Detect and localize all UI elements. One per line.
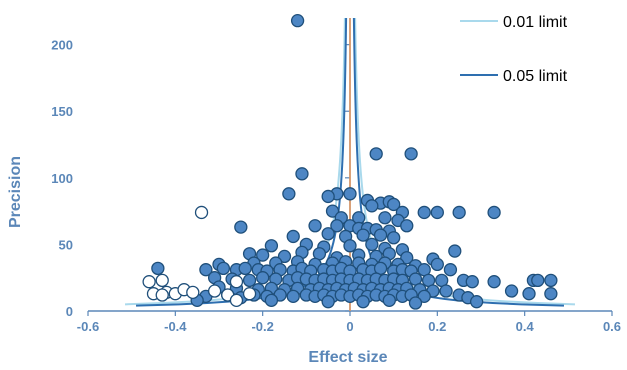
data-point xyxy=(400,251,414,265)
data-point-hollow xyxy=(242,287,257,301)
data-point xyxy=(290,14,305,28)
data-point xyxy=(504,284,519,298)
data-point xyxy=(151,261,165,276)
y-tick-label: 150 xyxy=(51,104,73,119)
data-point xyxy=(544,287,558,301)
y-tick-label: 0 xyxy=(66,304,73,319)
tick-labels: -0.6 -0.4 -0.2 0 0.2 0.4 0.6 0 50 100 150 200 xyxy=(51,38,621,334)
data-points xyxy=(142,14,558,310)
y-tick-label: 50 xyxy=(59,237,73,252)
data-point-hollow xyxy=(155,288,169,302)
data-point-hollow xyxy=(155,273,169,288)
data-point xyxy=(234,220,248,234)
data-point xyxy=(286,289,300,304)
data-point xyxy=(321,295,335,309)
data-point xyxy=(369,147,383,161)
data-point xyxy=(238,261,252,276)
y-axis-title: Precision xyxy=(7,156,24,228)
data-point xyxy=(400,219,414,233)
data-point xyxy=(356,295,370,309)
data-point-hollow xyxy=(142,275,156,289)
data-point xyxy=(443,263,458,277)
y-tick-label: 200 xyxy=(51,38,73,53)
data-point-hollow xyxy=(194,205,209,220)
data-point xyxy=(325,204,340,218)
data-point xyxy=(408,296,423,310)
data-point-hollow xyxy=(229,275,244,289)
data-point xyxy=(242,273,257,288)
data-point xyxy=(365,237,379,252)
data-point xyxy=(430,205,444,220)
x-tick-label: 0.4 xyxy=(516,319,535,334)
data-point xyxy=(295,167,309,181)
x-tick-label: 0 xyxy=(346,319,353,334)
data-point xyxy=(199,263,213,277)
data-point xyxy=(522,287,536,301)
legend-label-005: 0.05 limit xyxy=(503,68,568,85)
data-point xyxy=(417,205,431,220)
data-point xyxy=(308,219,322,233)
data-point-hollow xyxy=(207,284,222,298)
x-tick-label: -0.6 xyxy=(77,319,99,334)
data-point-hollow xyxy=(229,293,244,308)
x-tick-label: 0.2 xyxy=(428,319,446,334)
x-tick-label: -0.4 xyxy=(164,319,187,334)
data-point xyxy=(277,249,292,264)
data-point xyxy=(321,227,335,241)
data-point xyxy=(469,295,484,309)
data-point xyxy=(256,248,270,262)
legend: 0.01 limit 0.05 limit xyxy=(460,14,568,85)
data-point xyxy=(387,231,401,245)
data-point xyxy=(365,199,379,213)
data-point xyxy=(531,273,545,288)
data-point xyxy=(404,147,418,161)
data-point xyxy=(439,284,453,298)
data-point xyxy=(256,271,270,285)
data-point xyxy=(448,244,462,258)
x-tick-label: 0.6 xyxy=(603,319,621,334)
data-point xyxy=(378,211,392,225)
data-point xyxy=(430,257,444,272)
data-point xyxy=(373,228,388,242)
data-point xyxy=(465,275,479,289)
data-point xyxy=(343,187,357,201)
data-point xyxy=(264,239,279,253)
data-point xyxy=(330,219,344,233)
legend-label-001: 0.01 limit xyxy=(503,14,568,31)
data-point xyxy=(452,205,466,220)
data-point xyxy=(216,261,231,276)
data-point xyxy=(417,289,431,304)
data-point xyxy=(286,229,300,244)
y-tick-label: 100 xyxy=(51,171,73,186)
data-point xyxy=(382,293,396,308)
data-point xyxy=(487,205,501,220)
data-point xyxy=(487,275,501,289)
data-point xyxy=(387,197,401,212)
data-point xyxy=(343,239,357,253)
data-point xyxy=(544,273,558,288)
x-tick-label: -0.2 xyxy=(251,319,273,334)
data-point xyxy=(321,189,335,204)
data-point-hollow xyxy=(186,285,200,300)
data-point xyxy=(282,187,296,201)
data-point xyxy=(356,228,370,242)
x-axis-title: Effect size xyxy=(308,349,387,366)
data-point xyxy=(264,293,279,308)
